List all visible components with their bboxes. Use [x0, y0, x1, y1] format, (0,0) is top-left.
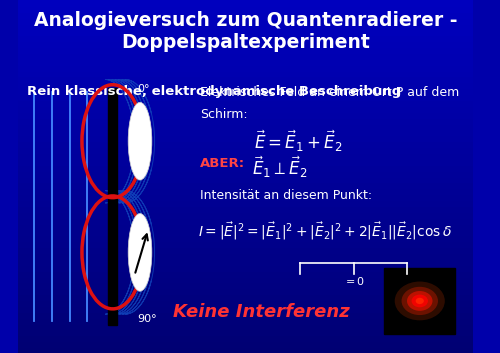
- Ellipse shape: [128, 214, 152, 291]
- Circle shape: [407, 291, 432, 311]
- Bar: [18, 12, 473, 18]
- Text: Schirm:: Schirm:: [200, 108, 248, 121]
- Bar: [18, 188, 473, 194]
- Bar: [18, 176, 473, 183]
- Text: 90°: 90°: [138, 314, 158, 324]
- Bar: [18, 229, 473, 235]
- Bar: [108, 88, 117, 325]
- Text: Keine Interferenz: Keine Interferenz: [173, 304, 350, 321]
- Bar: [18, 71, 473, 77]
- Circle shape: [412, 294, 428, 307]
- Bar: [18, 94, 473, 100]
- Bar: [18, 141, 473, 147]
- Bar: [18, 212, 473, 218]
- Bar: [18, 0, 473, 6]
- Bar: [18, 53, 473, 59]
- Circle shape: [402, 287, 438, 315]
- Bar: [18, 106, 473, 112]
- Ellipse shape: [128, 102, 152, 180]
- Bar: [18, 65, 473, 71]
- Bar: [18, 347, 473, 353]
- Text: ABER:: ABER:: [200, 157, 245, 170]
- Bar: [18, 318, 473, 324]
- Bar: [18, 47, 473, 53]
- Bar: [18, 135, 473, 141]
- Text: Rein klassische, elektrodynamische Beschreibung: Rein klassische, elektrodynamische Besch…: [27, 85, 402, 98]
- Bar: [18, 265, 473, 271]
- Bar: [18, 241, 473, 247]
- Text: $I = |\vec{E}|^2 = |\vec{E}_1|^2 + |\vec{E}_2|^2 + 2|\vec{E}_1||\vec{E}_2|\cos\d: $I = |\vec{E}|^2 = |\vec{E}_1|^2 + |\vec…: [198, 221, 452, 242]
- Bar: [18, 194, 473, 200]
- Bar: [18, 223, 473, 229]
- Bar: [18, 271, 473, 276]
- Bar: [18, 41, 473, 47]
- Text: $\vec{E} = \vec{E}_1 + \vec{E}_2$: $\vec{E} = \vec{E}_1 + \vec{E}_2$: [254, 129, 342, 154]
- Bar: [18, 18, 473, 24]
- Bar: [18, 6, 473, 12]
- Text: Elektrisches Feld an einem Ort P auf dem: Elektrisches Feld an einem Ort P auf dem: [200, 86, 460, 100]
- Bar: [18, 183, 473, 188]
- Bar: [18, 247, 473, 253]
- Bar: [18, 124, 473, 130]
- Bar: [18, 29, 473, 35]
- Text: 0°: 0°: [138, 84, 150, 94]
- Bar: [18, 288, 473, 294]
- Text: Intensität an diesem Punkt:: Intensität an diesem Punkt:: [200, 189, 372, 202]
- Bar: [18, 282, 473, 288]
- Bar: [18, 153, 473, 159]
- Text: Analogieversuch zum Quantenradierer -
Doppelspaltexperiment: Analogieversuch zum Quantenradierer - Do…: [34, 11, 458, 52]
- Text: $\vec{E}_1 \perp \vec{E}_2$: $\vec{E}_1 \perp \vec{E}_2$: [252, 154, 308, 180]
- Bar: [18, 59, 473, 65]
- Text: $=0$: $=0$: [343, 275, 364, 287]
- Bar: [18, 82, 473, 88]
- Bar: [18, 147, 473, 153]
- Bar: [18, 218, 473, 223]
- Bar: [18, 259, 473, 265]
- Bar: [18, 341, 473, 347]
- Bar: [18, 335, 473, 341]
- Bar: [384, 268, 455, 334]
- Bar: [18, 77, 473, 82]
- Circle shape: [394, 282, 445, 321]
- Bar: [18, 312, 473, 318]
- Bar: [18, 253, 473, 259]
- Bar: [18, 324, 473, 329]
- Bar: [18, 276, 473, 282]
- Bar: [18, 130, 473, 135]
- Bar: [18, 329, 473, 335]
- Bar: [18, 118, 473, 124]
- Bar: [18, 112, 473, 118]
- Bar: [18, 306, 473, 312]
- Bar: [18, 300, 473, 306]
- Bar: [18, 159, 473, 165]
- Bar: [18, 200, 473, 206]
- Bar: [18, 170, 473, 176]
- Bar: [18, 235, 473, 241]
- Bar: [18, 88, 473, 94]
- Bar: [18, 24, 473, 29]
- Bar: [18, 100, 473, 106]
- Bar: [18, 165, 473, 170]
- Bar: [18, 294, 473, 300]
- Circle shape: [416, 298, 424, 304]
- Bar: [18, 206, 473, 212]
- Bar: [18, 35, 473, 41]
